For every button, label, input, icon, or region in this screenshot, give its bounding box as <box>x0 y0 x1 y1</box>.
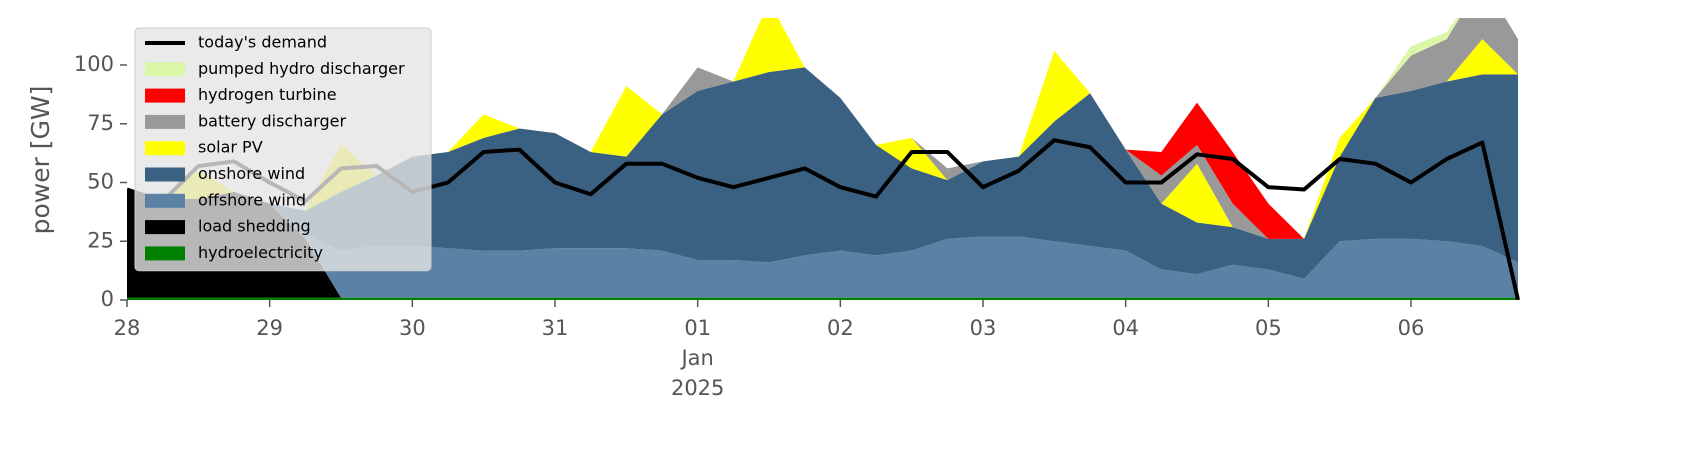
legend-swatch <box>145 141 185 156</box>
legend-label: offshore wind <box>198 190 306 209</box>
legend-label: today's demand <box>198 33 327 52</box>
y-tick-label: 25 <box>87 228 114 252</box>
legend-swatch <box>145 220 185 235</box>
x-tick-label: 29 <box>256 316 283 340</box>
x-tick-label: 28 <box>114 316 141 340</box>
legend-box <box>134 27 432 272</box>
x-tick-label: 04 <box>1112 316 1139 340</box>
x-tick-label: 06 <box>1398 316 1425 340</box>
legend-label: load shedding <box>198 217 311 236</box>
legend-label: battery discharger <box>198 111 346 130</box>
legend-label: onshore wind <box>198 164 305 183</box>
y-tick-label: 100 <box>74 52 114 76</box>
stacked-area <box>127 67 1519 279</box>
x-tick-label: 05 <box>1255 316 1282 340</box>
x-tick-label: 30 <box>399 316 426 340</box>
legend-label: pumped hydro discharger <box>198 59 405 78</box>
legend-swatch <box>145 62 185 77</box>
stacked-area <box>127 297 1519 300</box>
stacked-area <box>127 189 1519 298</box>
legend-swatch <box>145 246 185 261</box>
y-tick-label: 0 <box>101 287 114 311</box>
legend-swatch <box>145 88 185 103</box>
legend-swatch <box>145 114 185 129</box>
y-tick-label: 75 <box>87 111 114 135</box>
y-tick-label: 50 <box>87 170 114 194</box>
x-tick-label: 31 <box>542 316 569 340</box>
legend-label: hydroelectricity <box>198 243 323 262</box>
x-tick-label: 03 <box>970 316 997 340</box>
x-tick-label: 02 <box>827 316 854 340</box>
legend-swatch <box>145 193 185 208</box>
legend-swatch <box>145 167 185 182</box>
legend-label: solar PV <box>198 138 263 157</box>
stacked-area <box>127 189 1519 298</box>
legend-label: hydrogen turbine <box>198 85 337 104</box>
stacked-area <box>127 18 1519 239</box>
y-axis-label: power [GW] <box>26 86 55 235</box>
x-tick-label: 01 Jan 2025 <box>671 316 724 400</box>
